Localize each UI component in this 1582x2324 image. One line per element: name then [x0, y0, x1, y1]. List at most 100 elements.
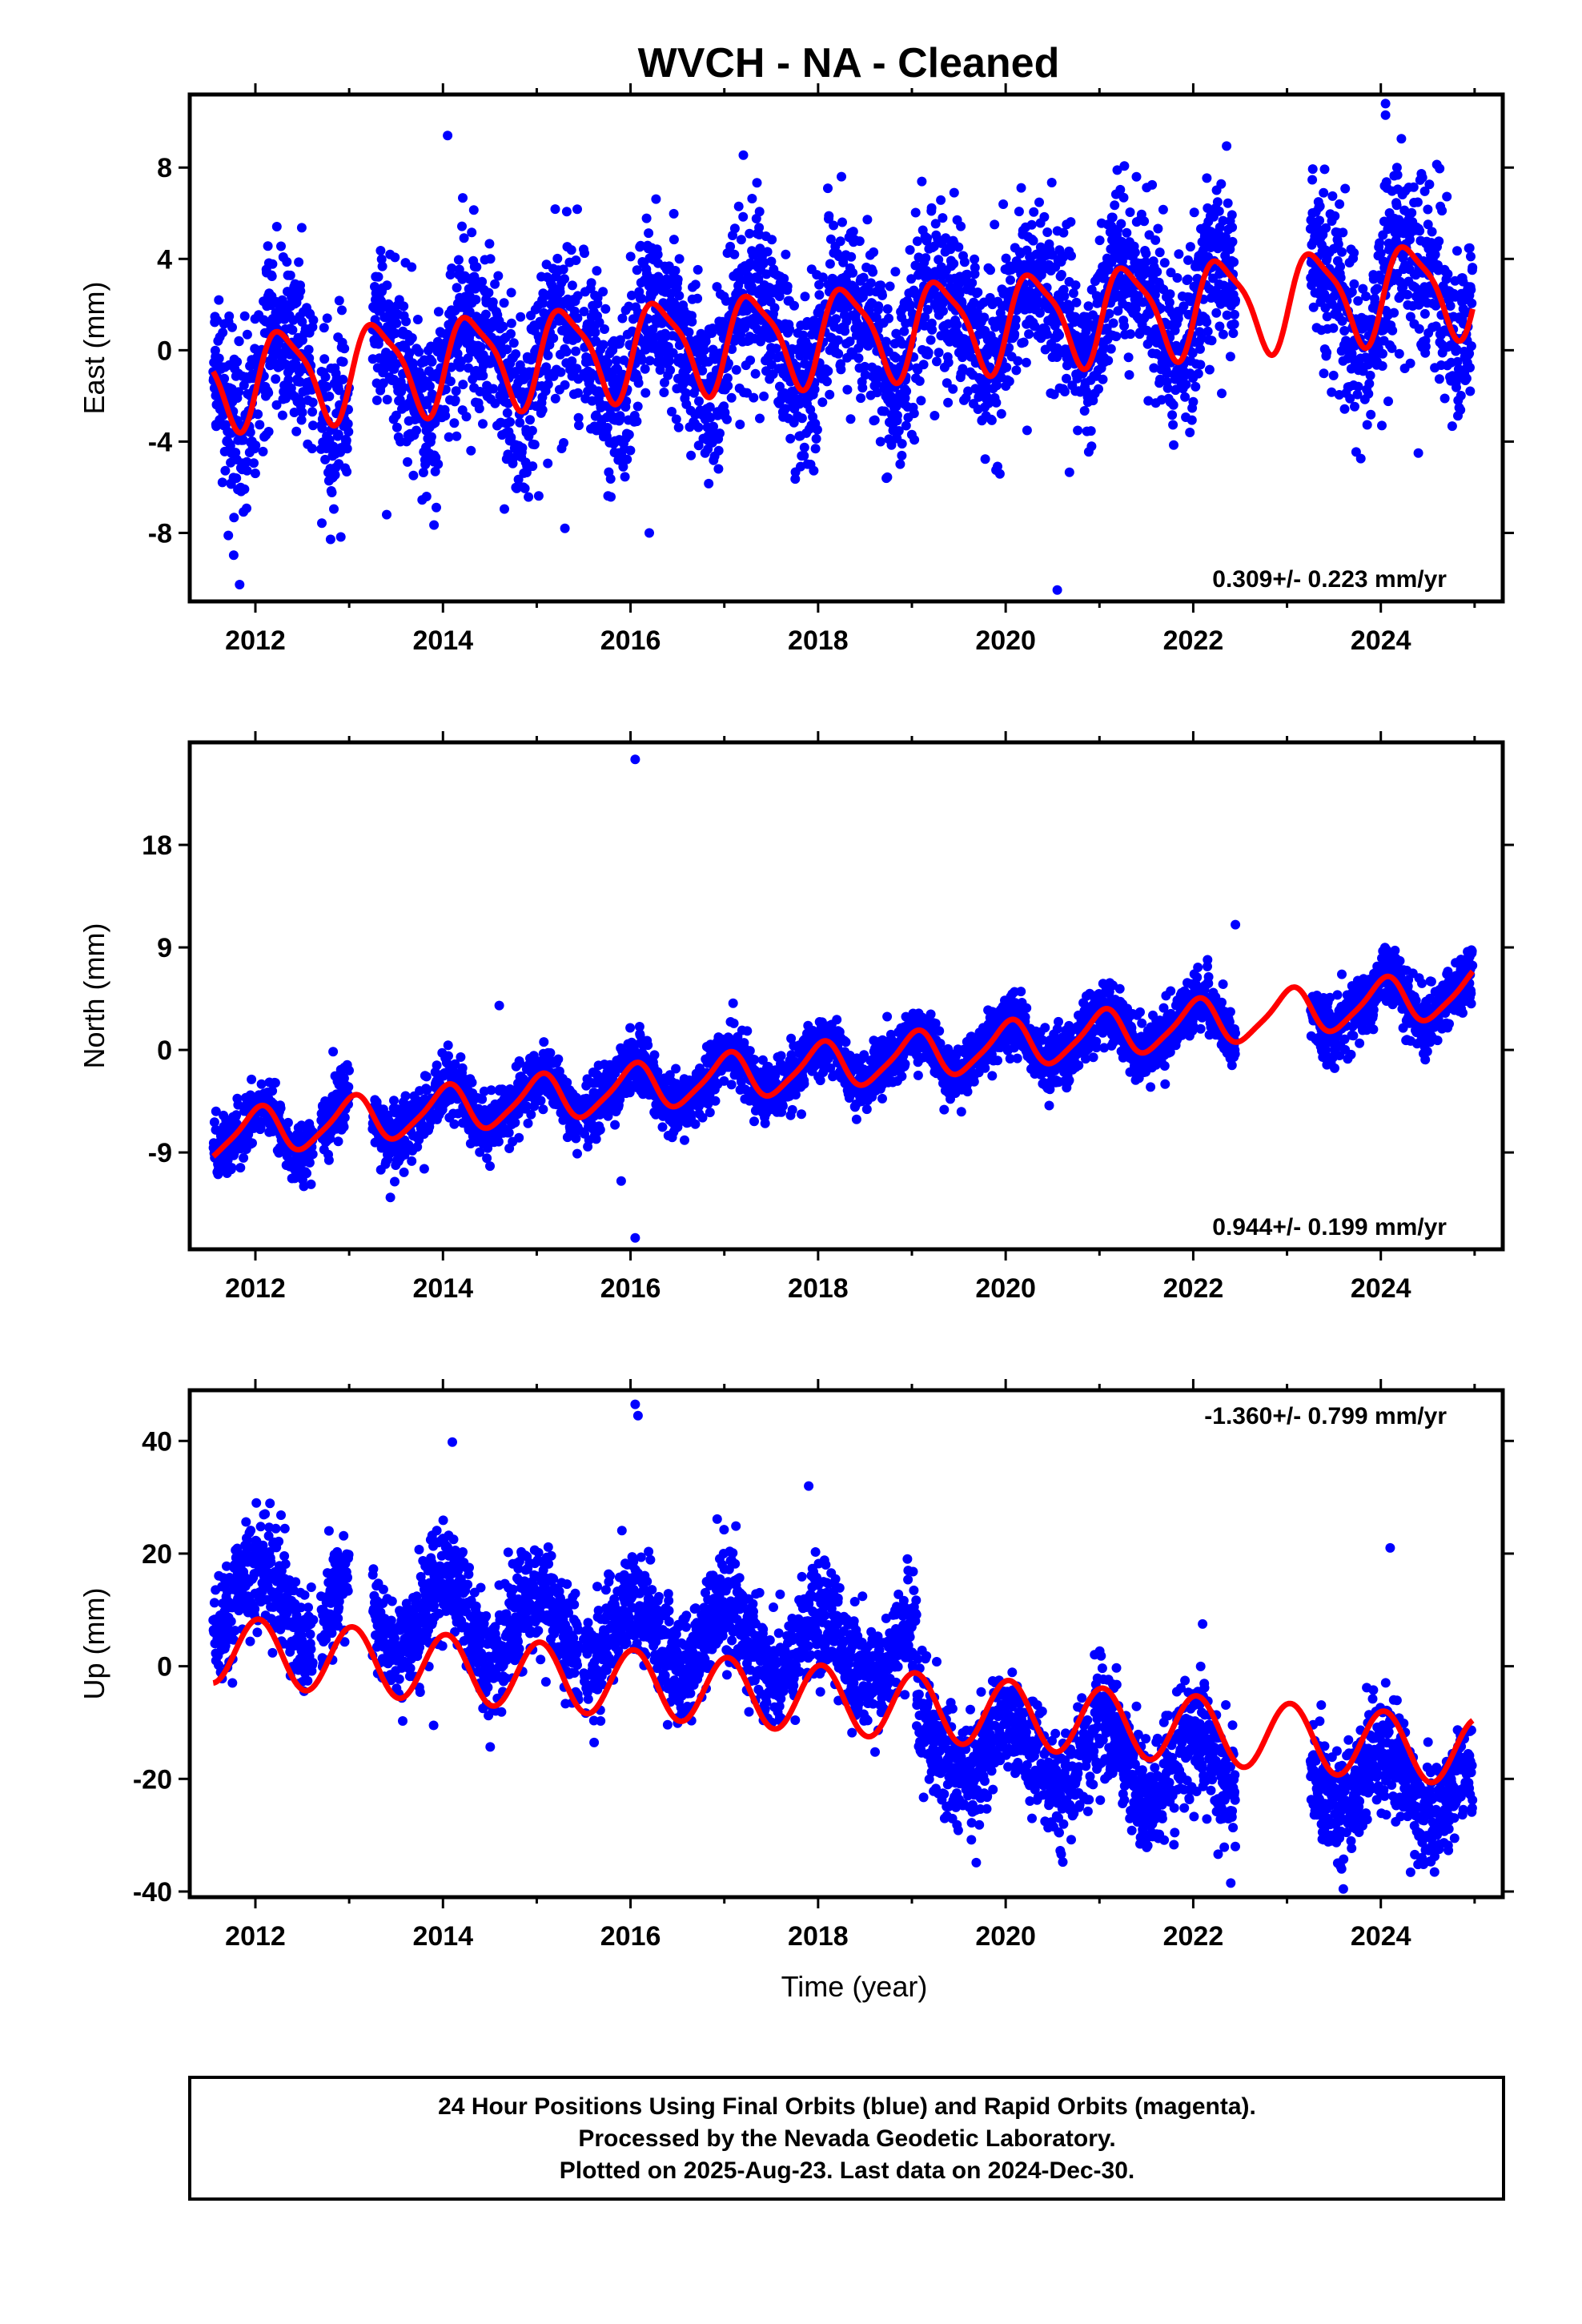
east-data-point — [1014, 207, 1024, 217]
east-data-point — [644, 228, 654, 239]
east-y-tick-label: -4 — [148, 427, 172, 457]
east-data-point — [869, 415, 880, 425]
east-y-tick-label: 0 — [157, 336, 172, 366]
east-data-point — [556, 367, 566, 377]
east-data-point — [586, 278, 596, 288]
east-data-point — [488, 297, 498, 308]
east-data-point — [464, 307, 475, 317]
east-data-point — [320, 454, 331, 464]
east-data-point — [1054, 330, 1064, 340]
east-data-point — [704, 478, 714, 489]
east-outlier-point — [1380, 99, 1391, 109]
east-data-point — [890, 267, 901, 277]
east-data-point — [390, 328, 400, 339]
east-data-point — [1358, 283, 1368, 294]
east-data-point — [893, 426, 904, 436]
east-data-point — [1170, 384, 1181, 395]
east-data-point — [1430, 249, 1440, 259]
east-data-point — [500, 504, 509, 514]
east-data-point — [1362, 420, 1372, 430]
east-data-point — [294, 257, 304, 267]
east-data-point — [1387, 343, 1397, 353]
east-data-point — [529, 440, 540, 450]
east-data-point — [371, 395, 382, 405]
east-data-point — [1104, 308, 1114, 319]
north-data-point — [432, 1060, 442, 1071]
east-data-point — [942, 378, 952, 388]
east-data-point — [731, 364, 741, 375]
east-data-point — [833, 335, 843, 345]
east-data-point — [606, 492, 616, 502]
east-data-point — [697, 365, 708, 376]
east-data-point — [1322, 312, 1332, 322]
east-data-point — [736, 235, 746, 245]
east-data-point — [401, 316, 412, 327]
east-data-point — [1168, 400, 1178, 410]
east-data-point — [963, 386, 974, 396]
east-data-point — [391, 410, 401, 420]
east-data-point — [1186, 415, 1197, 425]
east-data-point — [242, 329, 252, 340]
east-data-point — [673, 275, 683, 284]
east-data-point — [687, 316, 697, 327]
east-data-point — [934, 255, 944, 265]
east-data-point — [1465, 363, 1475, 372]
east-data-point — [620, 472, 630, 482]
east-data-point — [506, 287, 516, 298]
east-data-point — [884, 313, 893, 324]
east-data-point — [671, 414, 681, 424]
east-data-point — [276, 241, 286, 251]
north-data-point — [306, 1179, 316, 1189]
east-data-point — [909, 435, 920, 445]
east-data-point — [1350, 401, 1359, 412]
east-data-point — [747, 194, 757, 203]
east-data-point — [420, 460, 431, 470]
east-data-point — [615, 335, 625, 345]
east-data-point — [1456, 404, 1466, 415]
east-data-point — [1122, 227, 1132, 238]
east-data-point — [1131, 171, 1142, 182]
east-data-point — [219, 373, 230, 384]
east-data-point — [641, 213, 652, 223]
east-data-point — [440, 411, 451, 421]
east-data-point — [229, 513, 239, 523]
east-data-point — [543, 350, 553, 360]
east-data-point — [860, 361, 870, 372]
east-data-point — [603, 358, 613, 368]
east-data-point — [1180, 392, 1191, 402]
east-data-point — [338, 356, 348, 367]
east-data-point — [1230, 309, 1239, 320]
east-data-point — [1225, 352, 1235, 362]
east-data-point — [263, 388, 274, 398]
east-data-point — [1049, 389, 1059, 400]
east-data-point — [282, 257, 292, 267]
east-data-point — [1407, 207, 1417, 218]
east-data-point — [885, 281, 895, 292]
east-data-point — [938, 213, 948, 223]
east-data-point — [560, 380, 570, 390]
east-data-point — [232, 356, 243, 367]
east-data-point — [1227, 222, 1238, 232]
east-data-point — [848, 267, 858, 278]
east-data-point — [337, 305, 347, 316]
east-data-point — [1447, 421, 1457, 432]
east-data-point — [762, 247, 773, 257]
east-data-point — [398, 382, 408, 392]
east-data-point — [886, 440, 897, 450]
east-data-point — [665, 365, 676, 376]
east-data-point — [1227, 236, 1238, 247]
east-data-point — [1339, 404, 1350, 414]
east-data-point — [1377, 420, 1387, 431]
east-data-point — [1016, 183, 1026, 193]
east-data-point — [1203, 203, 1213, 213]
east-data-point — [1149, 363, 1159, 373]
east-data-point — [920, 312, 930, 322]
east-data-point — [407, 262, 417, 272]
east-data-point — [1189, 207, 1199, 218]
east-data-point — [1328, 370, 1339, 380]
north-data-point — [299, 1181, 309, 1192]
east-data-point — [1212, 197, 1223, 207]
east-data-point — [1319, 164, 1330, 175]
east-data-point — [785, 433, 796, 444]
north-data-point — [231, 1110, 242, 1120]
